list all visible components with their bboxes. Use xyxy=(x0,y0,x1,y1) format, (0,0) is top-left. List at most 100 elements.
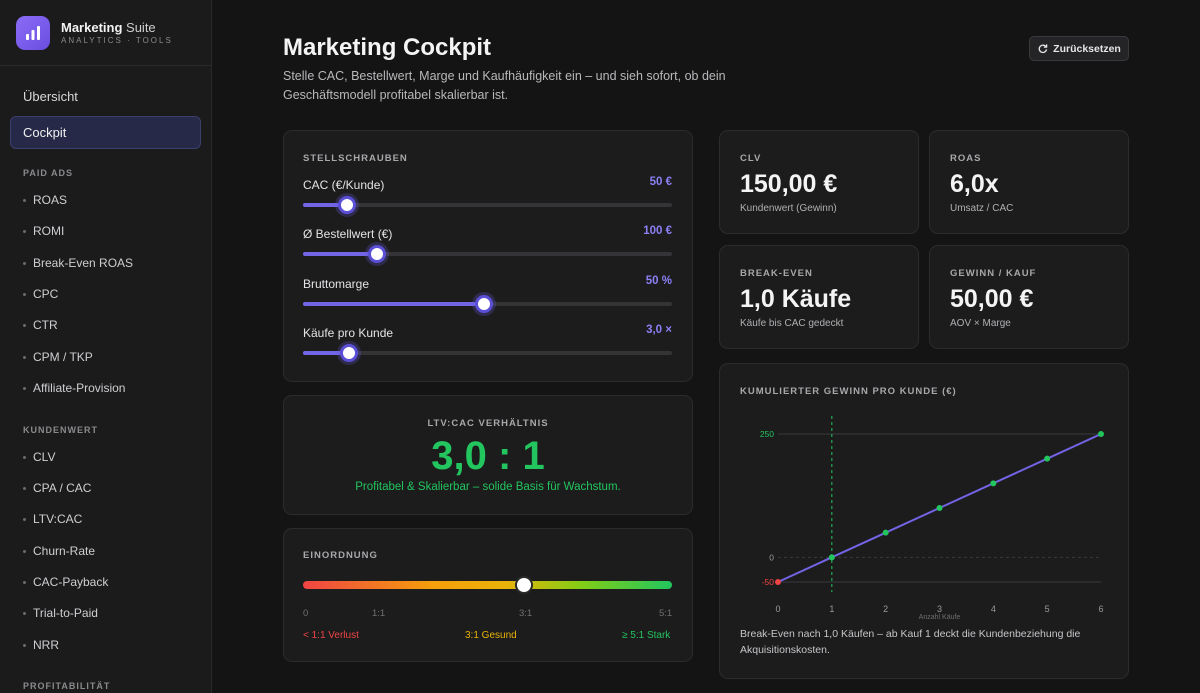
kpi-sub: Käufe bis CAC gedeckt xyxy=(740,318,844,329)
slider-fill xyxy=(303,302,484,306)
y-tick-label: 250 xyxy=(760,429,774,439)
chart-logo-icon xyxy=(16,15,50,50)
slider-value: 100 € xyxy=(643,225,672,237)
ratio-note: Profitabel & Skalierbar – solide Basis f… xyxy=(355,481,621,493)
sidebar-item-break-even-roas[interactable]: Break-Even ROAS xyxy=(23,256,133,270)
sidebar-item-nrr[interactable]: NRR xyxy=(23,638,59,652)
sidebar-item-roas[interactable]: ROAS xyxy=(23,193,67,207)
kpi-sub: AOV × Marge xyxy=(950,318,1011,329)
bullet-icon xyxy=(23,198,26,202)
sidebar-item-overview[interactable]: Übersicht xyxy=(23,89,78,104)
kpi-caption: ROAS xyxy=(950,153,982,164)
slider-track[interactable] xyxy=(303,295,672,313)
slider-bestellwert: Ø Bestellwert (€) 100 € xyxy=(303,225,672,263)
x-tick-label: 5 xyxy=(1045,604,1050,614)
kpi-value: 6,0x xyxy=(950,170,999,198)
sidebar-item-churn-rate[interactable]: Churn-Rate xyxy=(23,544,95,558)
slider-track[interactable] xyxy=(303,196,672,214)
sidebar-section-paid-ads: PAID ADS xyxy=(23,168,74,178)
sidebar-item-label: CPC xyxy=(33,287,59,301)
refresh-icon xyxy=(1038,44,1048,54)
chart-title: KUMULIERTER GEWINN PRO KUNDE (€) xyxy=(740,386,957,397)
zone-loss: < 1:1 Verlust xyxy=(303,630,359,641)
page-description: Stelle CAC, Bestellwert, Marge und Kaufh… xyxy=(283,69,726,102)
data-point xyxy=(882,529,889,536)
slider-label: Ø Bestellwert (€) xyxy=(303,227,393,241)
slider-thumb[interactable] xyxy=(367,245,386,263)
sidebar-item-cpm-tkp[interactable]: CPM / TKP xyxy=(23,350,93,364)
reset-button[interactable]: Zurücksetzen xyxy=(1029,36,1129,61)
scale-marker xyxy=(515,576,534,594)
sidebar-item-cockpit[interactable]: Cockpit xyxy=(10,116,201,149)
x-tick-label: 4 xyxy=(991,604,996,614)
slider-thumb[interactable] xyxy=(340,344,359,362)
slider-value: 50 % xyxy=(645,275,672,287)
brand: Marketing Suite ANALYTICS · TOOLS xyxy=(0,0,211,66)
data-point xyxy=(775,579,781,585)
bullet-icon xyxy=(23,261,26,265)
scale-caption: EINORDNUNG xyxy=(303,550,378,561)
reset-label: Zurücksetzen xyxy=(1053,42,1121,55)
ratio-caption: LTV:CAC VERHÄLTNIS xyxy=(427,418,549,429)
sidebar-item-label: CLV xyxy=(33,450,56,464)
ratio-value: 3,0 : 1 xyxy=(431,434,545,478)
slider-value: 3,0 × xyxy=(646,324,672,336)
sidebar-item-cac-payback[interactable]: CAC-Payback xyxy=(23,575,108,589)
slider-thumb[interactable] xyxy=(338,196,357,214)
zone-healthy: 3:1 Gesund xyxy=(465,630,517,641)
slider-cac: CAC (€/Kunde) 50 € xyxy=(303,176,672,214)
sidebar-item-ltv-cac[interactable]: LTV:CAC xyxy=(23,512,82,526)
scale-gradient xyxy=(303,576,672,594)
scale-card: EINORDNUNG 0 1:1 3:1 5:1 < 1:1 Verlust 3… xyxy=(283,528,693,662)
sidebar-item-label: Affiliate-Provision xyxy=(33,381,126,395)
sidebar-item-affiliate-provision[interactable]: Affiliate-Provision xyxy=(23,381,125,395)
bullet-icon xyxy=(23,455,26,459)
chart-card: KUMULIERTER GEWINN PRO KUNDE (€) 250 0 -50… xyxy=(719,363,1129,679)
kpi-caption: BREAK-EVEN xyxy=(740,268,813,279)
bullet-icon xyxy=(23,386,26,390)
brand-name-bold: Marketing xyxy=(61,20,123,35)
kpi-caption: CLV xyxy=(740,153,762,164)
slider-track[interactable] xyxy=(303,344,672,362)
slider-fill xyxy=(303,203,348,207)
kpi-value: 1,0 Käufe xyxy=(740,285,852,313)
bullet-icon xyxy=(23,355,26,359)
sidebar-section-profitabilitaet: PROFITABILITÄT xyxy=(23,681,111,691)
sidebar-item-label: Break-Even ROAS xyxy=(33,256,134,270)
kpi-sub: Kundenwert (Gewinn) xyxy=(740,203,837,214)
data-point xyxy=(1098,431,1104,437)
x-tick-label: 0 xyxy=(775,604,780,614)
sidebar-item-ctr[interactable]: CTR xyxy=(23,318,58,332)
sidebar-section-kundenwert: KUNDENWERT xyxy=(23,425,98,435)
slider-thumb[interactable] xyxy=(474,295,493,313)
sidebar-item-romi[interactable]: ROMI xyxy=(23,224,64,238)
bullet-icon xyxy=(23,323,26,327)
slider-label: CAC (€/Kunde) xyxy=(303,178,385,192)
sidebar-item-cpc[interactable]: CPC xyxy=(23,287,58,301)
kpi-value: 50,00 € xyxy=(950,285,1034,313)
slider-fill xyxy=(303,252,377,256)
brand-subtitle: ANALYTICS · TOOLS xyxy=(61,36,173,45)
slider-track[interactable] xyxy=(303,245,672,263)
slider-bruttomarge: Bruttomarge 50 % xyxy=(303,275,672,313)
slider-fill xyxy=(303,351,350,355)
x-tick-label: 3 xyxy=(937,604,942,614)
scale-tick: 3:1 xyxy=(519,608,533,619)
sidebar-item-label: CAC-Payback xyxy=(33,575,109,589)
zone-strong: ≥ 5:1 Stark xyxy=(622,630,671,641)
data-point xyxy=(990,480,997,487)
scale-tick: 0 xyxy=(303,608,309,619)
sidebar-item-clv[interactable]: CLV xyxy=(23,450,55,464)
x-tick-label: 6 xyxy=(1098,604,1103,614)
bullet-icon xyxy=(23,611,26,615)
bullet-icon xyxy=(23,643,26,647)
sidebar: Marketing Suite ANALYTICS · TOOLS Übersi… xyxy=(0,0,212,693)
sidebar-item-trial-to-paid[interactable]: Trial-to-Paid xyxy=(23,606,98,620)
scale-tick: 1:1 xyxy=(372,608,386,619)
data-point xyxy=(1044,455,1051,462)
sidebar-item-cpa-cac[interactable]: CPA / CAC xyxy=(23,481,91,495)
kpi-break-even-card: BREAK-EVEN 1,0 Käufe Käufe bis CAC gedec… xyxy=(719,245,919,349)
slider-kaeufe: Käufe pro Kunde 3,0 × xyxy=(303,324,672,362)
sidebar-item-label: Churn-Rate xyxy=(33,544,96,558)
controls-card: STELLSCHRAUBEN CAC (€/Kunde) 50 € Ø Best… xyxy=(283,130,693,382)
